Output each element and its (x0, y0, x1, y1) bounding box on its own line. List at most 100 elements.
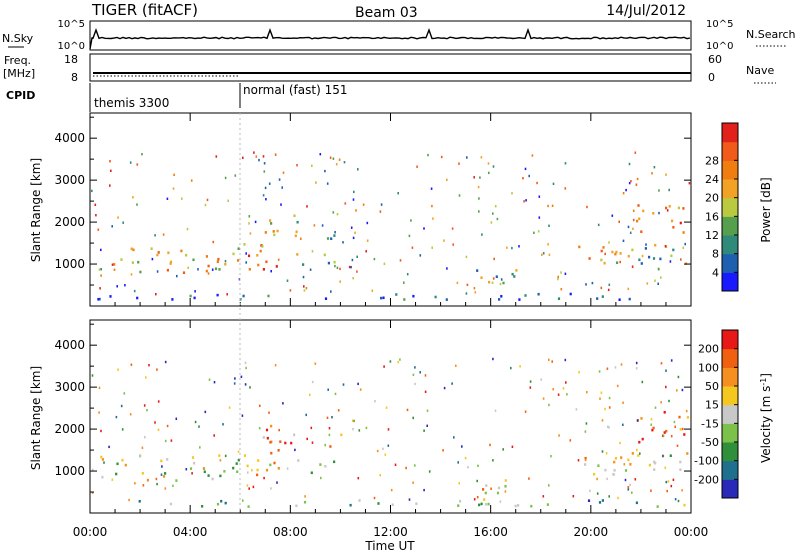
nsearch-tick-bottom: 10^0 (706, 41, 733, 52)
data-cell (550, 455, 552, 458)
data-cell (311, 441, 314, 444)
data-cell (136, 203, 138, 206)
data-cell (494, 409, 497, 412)
power-yticks: 1000 2000 3000 4000 (54, 116, 691, 286)
data-cell (273, 461, 276, 465)
data-cell (248, 487, 250, 490)
data-cell (495, 275, 498, 278)
data-cell (611, 250, 614, 254)
nsky-tick-bottom: 10^0 (58, 41, 85, 52)
data-cell (300, 237, 302, 240)
data-cell (97, 228, 100, 231)
data-cell (100, 268, 102, 271)
data-cell (305, 413, 307, 417)
data-cell (246, 484, 249, 487)
data-cell (319, 463, 322, 466)
velocity-cbar-label-main: Velocity [m s (759, 386, 773, 463)
data-cell (234, 377, 236, 380)
data-cell (511, 246, 513, 250)
data-cell (419, 371, 421, 374)
data-cell (353, 190, 355, 194)
data-cell (222, 423, 224, 426)
data-cell (332, 157, 335, 160)
data-cell (262, 436, 265, 439)
data-cell (451, 227, 454, 230)
data-cell (618, 220, 620, 223)
data-cell (95, 214, 97, 217)
data-cell (382, 296, 385, 300)
data-cell (674, 425, 676, 428)
data-cell (474, 291, 477, 294)
data-cell (249, 232, 252, 235)
data-cell (608, 396, 611, 400)
data-cell (182, 271, 186, 274)
data-cell (207, 264, 210, 268)
data-cell (101, 458, 104, 461)
data-cell (143, 404, 146, 407)
data-cell (254, 220, 257, 224)
data-cell (542, 495, 545, 498)
data-cell (302, 263, 305, 266)
data-cell (251, 469, 253, 472)
colorbar-segment (722, 123, 738, 143)
data-cell (622, 401, 624, 404)
data-cell (156, 270, 159, 273)
colorbar-segment (722, 141, 738, 161)
data-cell (244, 383, 247, 386)
data-cell (282, 402, 284, 405)
data-cell (111, 225, 113, 228)
data-cell (424, 374, 427, 377)
data-cell (237, 259, 240, 262)
data-cell (603, 261, 606, 265)
data-cell (295, 504, 298, 508)
data-cell (124, 463, 127, 467)
colorbar-tick-label: 20 (705, 192, 719, 205)
data-cell (479, 176, 481, 179)
data-cell (295, 230, 298, 234)
data-cell (431, 246, 433, 249)
data-cell (213, 434, 215, 437)
data-cell (542, 397, 545, 400)
data-cell (624, 469, 628, 472)
data-cell (366, 221, 369, 225)
data-cell (156, 368, 158, 371)
data-cell (277, 449, 280, 452)
data-cell (572, 495, 575, 498)
data-cell (247, 254, 251, 258)
data-cell (483, 498, 486, 501)
data-cell (565, 381, 567, 384)
data-cell (616, 384, 619, 388)
data-cell (480, 502, 483, 506)
data-cell (380, 203, 383, 206)
data-cell (639, 452, 641, 455)
colorbar-tick-label: 24 (705, 173, 719, 186)
data-cell (490, 221, 493, 224)
data-cell (593, 472, 596, 476)
data-cell (232, 252, 235, 256)
x-tick-label: 00:00 (674, 525, 709, 539)
data-cell (518, 245, 520, 248)
data-cell (117, 368, 119, 371)
data-cell (537, 230, 540, 233)
data-cell (631, 265, 634, 268)
data-cell (242, 156, 244, 159)
data-cell (296, 253, 299, 256)
data-cell (627, 486, 630, 489)
data-cell (164, 360, 167, 364)
data-cell (191, 472, 193, 475)
data-cell (457, 504, 460, 507)
data-cell (431, 204, 433, 208)
data-cell (327, 388, 329, 391)
colorbar-tick-label: -50 (701, 436, 719, 449)
data-cell (504, 490, 507, 493)
data-cell (258, 427, 261, 430)
data-cell (673, 420, 676, 424)
data-cell (680, 258, 682, 261)
data-cell (465, 292, 468, 295)
x-tick-label: 20:00 (574, 525, 609, 539)
data-cell (136, 163, 139, 166)
colorbar-segment (722, 253, 738, 273)
data-cell (319, 153, 322, 156)
data-cell (191, 456, 195, 459)
data-cell (416, 165, 418, 168)
